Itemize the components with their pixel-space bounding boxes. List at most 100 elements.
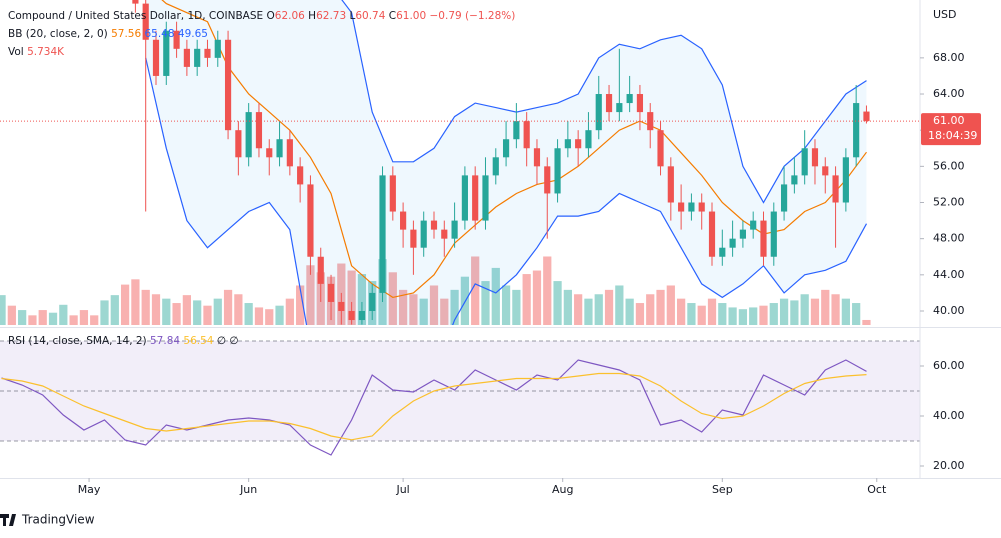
rsi-line — [1, 372, 867, 441]
volume-bar — [203, 305, 212, 325]
indicator-value: 5.734K — [27, 46, 65, 58]
y-tick-label: 64.00 — [933, 87, 965, 100]
candle-body — [379, 175, 386, 293]
countdown: 18:04:39 — [928, 129, 977, 142]
candle-body — [492, 157, 499, 176]
volume-bar — [769, 303, 778, 325]
indicator-value: ∅ — [217, 335, 226, 347]
candle-body — [667, 166, 674, 203]
volume-bar — [151, 294, 161, 325]
volume-bar — [532, 270, 542, 325]
candle-body — [183, 48, 190, 67]
candle-body — [688, 202, 695, 212]
candle-body — [348, 310, 355, 321]
candle-body — [482, 175, 489, 221]
y-tick-label: 20.00 — [933, 459, 965, 472]
candle-body — [389, 175, 396, 212]
candle-body — [605, 94, 613, 113]
y-tick-label: 48.00 — [933, 232, 965, 245]
ohlc-name: L — [349, 10, 355, 22]
candle-body — [811, 148, 819, 167]
x-tick-label: Jun — [239, 483, 257, 496]
candle-body — [708, 211, 716, 257]
volume-bar — [79, 310, 89, 325]
volume-bar — [656, 289, 665, 325]
volume-bar — [69, 315, 78, 325]
ohlc-name: H — [308, 10, 316, 22]
x-tick-label: Oct — [867, 483, 887, 496]
candle-body — [832, 175, 839, 203]
volume-bar — [779, 298, 789, 325]
volume-bar — [419, 298, 428, 325]
y-tick-label: 56.00 — [933, 159, 965, 172]
volume-bar — [687, 303, 696, 325]
candle-body — [523, 121, 530, 149]
volume-bar — [615, 285, 624, 325]
candle-body — [286, 139, 293, 167]
candle-body — [441, 229, 448, 239]
volume-bar — [48, 312, 58, 325]
volume-bar — [821, 289, 830, 325]
volume-bar — [131, 279, 140, 325]
candle-body — [132, 0, 139, 4]
volume-bar — [409, 294, 418, 325]
candle-body — [163, 30, 170, 76]
candle-body — [358, 310, 366, 321]
candle-body — [317, 256, 324, 284]
y-tick-label: 40.00 — [933, 304, 965, 317]
y-tick-label: 68.00 — [933, 51, 965, 64]
candle-body — [739, 229, 746, 239]
volume-bar — [347, 270, 356, 325]
candle-body — [657, 130, 664, 167]
candle-body — [235, 130, 242, 158]
volume-bar — [265, 309, 274, 325]
indicator-value: 57.84 — [150, 335, 180, 347]
candle-body — [297, 166, 304, 185]
volume-bar — [800, 294, 809, 325]
indicator-value: ∅ — [229, 335, 238, 347]
candle-body — [770, 211, 777, 257]
ohlc-value: 60.74 — [355, 10, 385, 22]
candle-body — [626, 94, 633, 104]
volume-bar — [749, 307, 758, 325]
candle-body — [780, 184, 788, 212]
candle-body — [791, 175, 798, 185]
brand-name: TradingView — [21, 513, 95, 527]
candle-body — [266, 148, 273, 158]
legend-vol: Vol 5.734K — [8, 46, 65, 58]
volume-bar — [450, 289, 459, 325]
volume-bar — [0, 295, 6, 325]
volume-bar — [213, 298, 222, 325]
volume-bar — [491, 267, 500, 325]
volume-bar — [563, 289, 572, 325]
candle-body — [853, 103, 860, 158]
candle-body — [842, 157, 849, 203]
volume-bar — [182, 295, 192, 325]
legend-rsi: RSI (14, close, SMA, 14, 2) 57.84 56.54 … — [8, 335, 238, 347]
candle-body — [410, 229, 417, 248]
price-pane — [0, 0, 920, 325]
volume-bar — [584, 298, 593, 325]
indicator-value: 65.48 — [144, 28, 174, 40]
candle-body — [801, 148, 808, 176]
volume-bar — [254, 307, 264, 325]
candle-body — [142, 3, 149, 40]
price-tag-label: 61.00 — [933, 114, 965, 127]
volume-bar — [28, 315, 37, 325]
volume-bar — [841, 298, 850, 325]
ohlc-value: 62.73 — [316, 10, 346, 22]
volume-bar — [162, 298, 171, 325]
volume-bar — [574, 294, 583, 325]
candle-body — [760, 220, 767, 257]
volume-bar — [234, 294, 243, 325]
candle-body — [276, 139, 283, 158]
volume-bar — [59, 304, 68, 325]
volume-bar — [38, 310, 47, 325]
candle-body — [214, 39, 221, 58]
volume-bar — [306, 265, 315, 325]
volume-bar — [790, 300, 799, 325]
candle-body — [194, 48, 201, 67]
volume-bar — [677, 298, 686, 325]
candle-body — [338, 301, 345, 311]
volume-bar — [707, 298, 717, 325]
